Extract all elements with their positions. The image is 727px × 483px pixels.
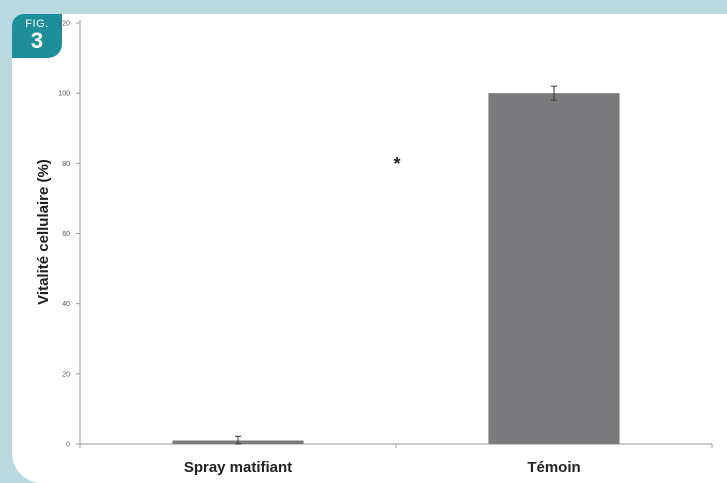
category-label: Témoin	[527, 459, 580, 476]
bar	[488, 93, 620, 445]
y-tick-label: 60	[62, 231, 70, 238]
error-bars	[235, 85, 557, 445]
figure-badge: FIG. 3	[12, 14, 62, 58]
y-tick-label: 80	[62, 161, 70, 168]
y-ticks: 0 20 40 60 80 100 120	[58, 21, 80, 449]
y-tick-label: 120	[58, 21, 70, 28]
figure-number: 3	[30, 28, 44, 53]
y-tick-label: 100	[58, 91, 70, 98]
x-ticks	[79, 444, 713, 448]
figure-prefix: FIG.	[25, 18, 49, 30]
y-tick-label: 20	[62, 371, 70, 378]
category-labels: Spray matifiant Témoin	[184, 459, 581, 476]
category-label: Spray matifiant	[184, 459, 292, 476]
significance-asterisk: *	[393, 154, 400, 174]
bars	[172, 93, 620, 445]
y-tick-label: 0	[66, 442, 70, 449]
y-axis-title: Vitalité cellulaire (%)	[35, 159, 52, 305]
y-tick-label: 40	[62, 301, 70, 308]
